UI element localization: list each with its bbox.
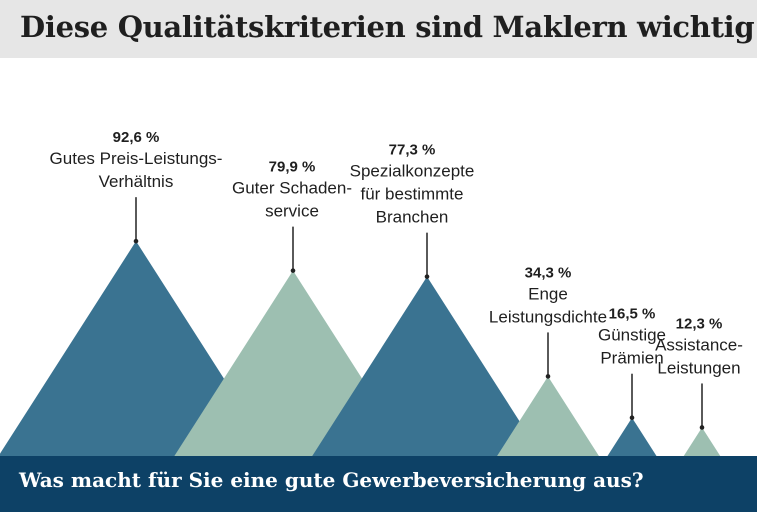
peak-3 xyxy=(312,276,542,456)
category-label-3-line-3: Branchen xyxy=(376,208,449,227)
title-bar: Diese Qualitätskriterien sind Maklern wi… xyxy=(0,0,757,58)
labels-layer: 92,6 % Gutes Preis-Leistungs- Verhältnis 79… xyxy=(50,129,743,377)
chart-area: 92,6 % Gutes Preis-Leistungs- Verhältnis 79… xyxy=(0,129,743,456)
category-label-6-line-1: Assistance- xyxy=(655,335,743,354)
peaks-layer xyxy=(0,241,721,456)
peak-6 xyxy=(683,427,721,456)
value-label-6: 12,3 % xyxy=(676,315,723,332)
leader-dot-5 xyxy=(629,415,635,421)
chart-subtitle: Was macht für Sie eine gute Gewerbeversi… xyxy=(19,468,644,492)
category-label-6-line-2: Leistungen xyxy=(657,358,740,377)
bottom-divider xyxy=(0,512,757,515)
leader-dot-2 xyxy=(290,268,296,273)
value-label-2: 79,9 % xyxy=(269,159,316,176)
category-label-2-line-2: service xyxy=(265,202,319,221)
peak-4 xyxy=(497,376,599,456)
category-label-4-line-1: Enge xyxy=(528,284,568,303)
leader-dot-4 xyxy=(545,374,551,379)
leader-dot-6 xyxy=(699,425,705,430)
peak-5 xyxy=(607,417,657,456)
category-label-5-line-1: Günstige xyxy=(598,326,666,345)
category-label-1-line-2: Verhältnis xyxy=(99,172,174,191)
category-label-3-line-2: für bestimmte xyxy=(361,185,464,204)
peak-1 xyxy=(0,241,274,456)
value-label-5: 16,5 % xyxy=(609,306,656,323)
leader-dot-1 xyxy=(133,238,139,244)
value-label-3: 77,3 % xyxy=(389,142,436,159)
value-label-1: 92,6 % xyxy=(113,129,160,146)
value-label-4: 34,3 % xyxy=(525,264,572,281)
category-label-5-line-2: Prämien xyxy=(600,349,663,368)
chart-title: Diese Qualitätskriterien sind Maklern wi… xyxy=(20,10,755,44)
category-label-1-line-1: Gutes Preis-Leistungs- xyxy=(50,149,223,168)
leader-layer xyxy=(133,197,705,430)
category-label-4-line-2: Leistungsdichte xyxy=(489,307,607,326)
category-label-2-line-1: Guter Schaden- xyxy=(232,179,352,198)
footer-bar: Was macht für Sie eine gute Gewerbeversi… xyxy=(0,456,757,512)
category-label-3-line-1: Spezialkonzepte xyxy=(350,162,475,181)
leader-dot-3 xyxy=(424,274,430,279)
